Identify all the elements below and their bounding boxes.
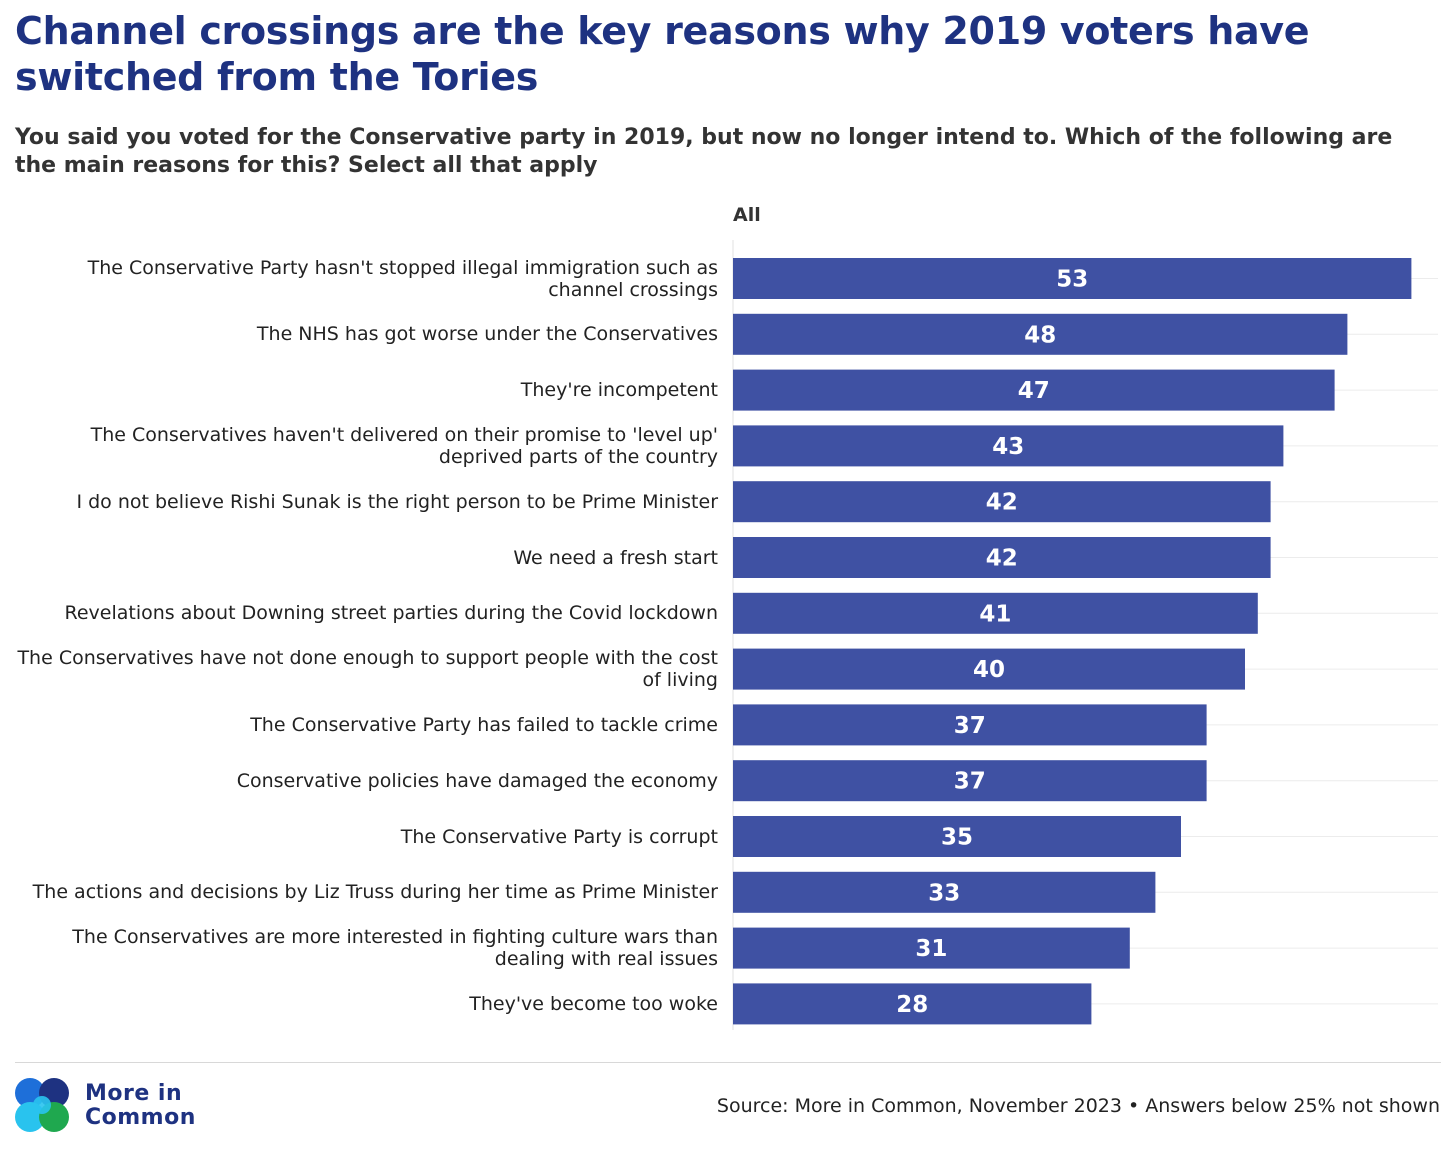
bar-value-label: 42 — [986, 546, 1018, 572]
category-label: They've become too woke — [469, 992, 718, 1015]
source-note: Source: More in Common, November 2023 • … — [716, 1095, 1440, 1117]
category-label: The Conservatives are more interested in… — [72, 926, 718, 971]
category-label: The actions and decisions by Liz Truss d… — [32, 881, 718, 904]
bar-value-label: 47 — [1018, 378, 1050, 404]
bar — [733, 871, 1156, 913]
bar — [733, 481, 1271, 523]
bar-value-label: 40 — [973, 657, 1005, 683]
bar — [733, 983, 1092, 1025]
category-label: They're incompetent — [520, 379, 718, 402]
bar-value-label: 28 — [896, 992, 928, 1018]
category-label: The Conservatives have not done enough t… — [17, 647, 718, 692]
bar-value-label: 37 — [954, 713, 986, 739]
bar — [733, 313, 1348, 355]
bar-value-label: 53 — [1056, 267, 1088, 293]
category-label: The Conservative Party has failed to tac… — [250, 713, 718, 736]
category-label: We need a fresh start — [513, 546, 718, 569]
bar — [733, 648, 1245, 690]
logo-text-line1: More in — [85, 1081, 183, 1106]
bar — [733, 592, 1258, 634]
bar — [733, 537, 1271, 578]
bar — [733, 258, 1412, 299]
category-label: I do not believe Rishi Sunak is the righ… — [76, 490, 718, 513]
bar-value-label: 35 — [941, 825, 973, 851]
bar-value-label: 48 — [1024, 322, 1056, 348]
bar-value-label: 33 — [928, 880, 960, 906]
category-label: Conservative policies have damaged the e… — [236, 769, 718, 792]
value-labels: 53 48 47 43 42 42 41 40 37 37 35 33 31 28 — [896, 267, 1088, 1018]
bar — [733, 927, 1130, 969]
bar-value-label: 42 — [986, 490, 1018, 516]
category-label: The Conservatives haven't delivered on t… — [90, 423, 718, 468]
category-label: The NHS has got worse under the Conserva… — [256, 323, 718, 346]
bar — [733, 816, 1181, 857]
category-label: Revelations about Downing street parties… — [64, 602, 718, 625]
bar — [733, 704, 1207, 746]
bar — [733, 425, 1284, 467]
bar-value-label: 31 — [915, 936, 947, 962]
category-label: The Conservative Party is corrupt — [400, 825, 718, 848]
bar — [733, 760, 1207, 802]
chart-subtitle: You said you voted for the Conservative … — [15, 125, 1393, 178]
column-header: All — [733, 204, 761, 226]
chart-title: Channel crossings are the key reasons wh… — [15, 9, 1310, 99]
bar — [733, 369, 1335, 411]
more-in-common-logo-icon — [15, 1078, 69, 1132]
bar-value-label: 41 — [979, 601, 1011, 627]
logo-text: More in Common — [85, 1082, 196, 1130]
logo-text-line2: Common — [85, 1105, 196, 1130]
category-label: The Conservative Party hasn't stopped il… — [87, 256, 718, 301]
bar-value-label: 43 — [992, 434, 1024, 460]
bars — [733, 258, 1412, 1025]
footer-divider — [15, 1062, 1441, 1063]
bar-value-label: 37 — [954, 769, 986, 795]
